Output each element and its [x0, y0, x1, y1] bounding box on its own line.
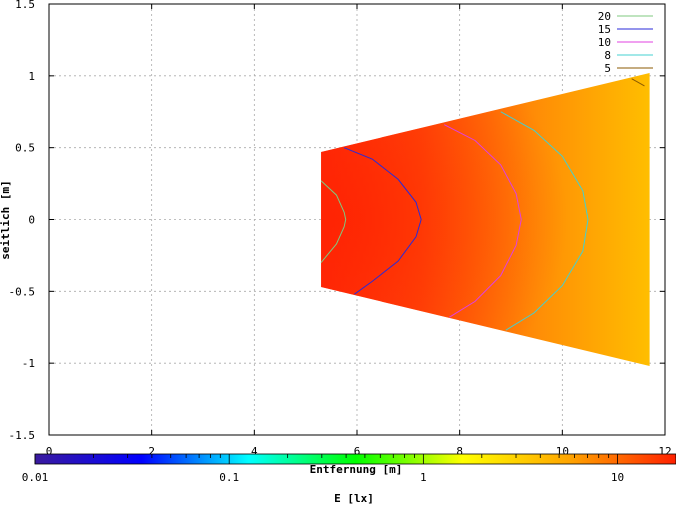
- y-tick-label: 1.5: [15, 0, 35, 11]
- legend-label-5: 5: [604, 62, 611, 75]
- y-tick-label: -1.5: [9, 429, 36, 442]
- y-tick-label: 1: [28, 70, 35, 83]
- y-tick-label: -1: [22, 357, 35, 370]
- colorbar-tick-label: 1: [420, 471, 427, 484]
- contour-lines: [320, 78, 645, 331]
- y-tick-label: -0.5: [9, 285, 36, 298]
- y-axis-ticks: 1.5 1 0.5 0 -0.5 -1 -1.5: [9, 0, 665, 442]
- x-tick-label: 2: [148, 445, 155, 458]
- y-axis-label: seitlich [m]: [0, 180, 12, 259]
- colorbar-ticks: 0.01 0.1 1 10: [22, 454, 676, 484]
- colorbar-tick-label: 0.01: [22, 471, 49, 484]
- contour-line-15: [343, 147, 422, 295]
- x-tick-label: 8: [456, 445, 463, 458]
- x-tick-label: 6: [354, 445, 361, 458]
- contour-line-20: [320, 180, 347, 263]
- illuminated-region: [321, 72, 650, 367]
- legend-label-15: 15: [598, 23, 611, 36]
- y-tick-label: 0: [28, 214, 35, 227]
- contour-line-5: [631, 78, 645, 87]
- colorbar-tick-label: 0.1: [219, 471, 239, 484]
- colorbar-tick-label: 10: [611, 471, 624, 484]
- y-tick-label: 0.5: [15, 142, 35, 155]
- heatmap-hotspot: [321, 72, 650, 367]
- x-axis-label: Entfernung [m]: [310, 463, 403, 476]
- legend-label-20: 20: [598, 10, 611, 23]
- x-tick-label: 4: [251, 445, 258, 458]
- colorbar-label: E [lx]: [334, 492, 374, 505]
- legend-label-10: 10: [598, 36, 611, 49]
- x-tick-label: 0: [46, 445, 53, 458]
- legend-label-8: 8: [604, 49, 611, 62]
- contour-line-10: [444, 124, 522, 318]
- contour-line-8: [500, 111, 589, 331]
